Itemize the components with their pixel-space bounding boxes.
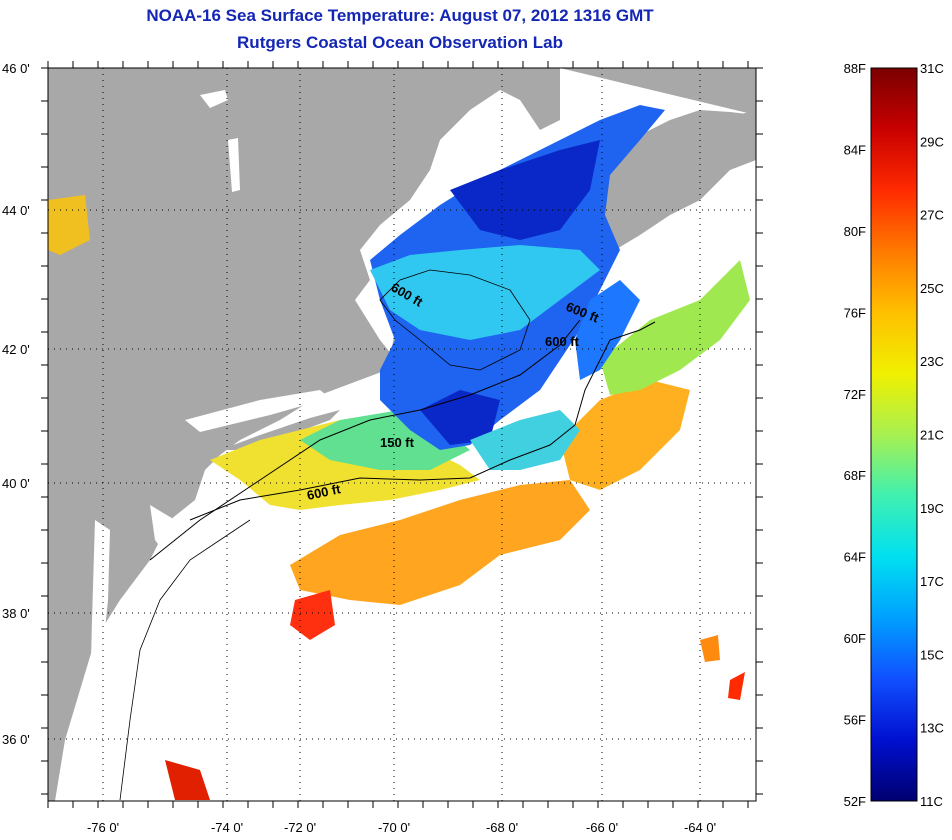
- colorbar: [870, 67, 918, 802]
- lon-tick-label: -68 0': [486, 820, 518, 835]
- colorbar-c-label: 15C: [920, 647, 944, 662]
- bay: [185, 390, 330, 432]
- colorbar-celsius-labels: 31C 29C 27C 25C 23C 21C 19C 17C 15C 13C 11C: [920, 61, 944, 809]
- colorbar-c-label: 31C: [920, 61, 944, 76]
- lat-tick-label: 44 0': [2, 203, 30, 218]
- contour-label: 600 ft: [306, 481, 343, 503]
- chesapeake-bay: [90, 520, 110, 700]
- colorbar-f-label: 84F: [844, 142, 866, 157]
- colorbar-f-label: 52F: [844, 794, 866, 809]
- lake: [228, 138, 240, 192]
- colorbar-c-label: 17C: [920, 574, 944, 589]
- lat-tick-label: 42 0': [2, 342, 30, 357]
- land-long-island: [220, 410, 340, 450]
- land-nova-scotia: [560, 68, 756, 250]
- colorbar-fahrenheit-labels: 88F 84F 80F 76F 72F 68F 64F 60F 56F 52F: [844, 61, 866, 809]
- colorbar-c-label: 29C: [920, 134, 944, 149]
- colorbar-f-label: 60F: [844, 631, 866, 646]
- colorbar-c-label: 21C: [920, 428, 944, 443]
- graticule: [48, 68, 756, 801]
- sst-patch: [48, 195, 90, 255]
- sst-patch: [700, 635, 720, 662]
- map-subtitle: Rutgers Coastal Ocean Observation Lab: [237, 33, 563, 52]
- sst-patch: [728, 672, 745, 700]
- delaware-bay: [150, 505, 175, 560]
- colorbar-c-label: 23C: [920, 354, 944, 369]
- sst-orange-slope: [560, 380, 690, 490]
- colorbar-f-label: 80F: [844, 224, 866, 239]
- lat-tick-label: 36 0': [2, 732, 30, 747]
- colorbar-f-label: 56F: [844, 713, 866, 728]
- sst-cold-core: [450, 140, 600, 240]
- colorbar-f-label: 64F: [844, 550, 866, 565]
- lon-tick-label: -74 0': [211, 820, 243, 835]
- sst-cyan-south: [470, 410, 580, 470]
- lon-tick-label: -72 0': [284, 820, 316, 835]
- lake: [200, 90, 228, 108]
- map-frame: [47, 67, 757, 802]
- sst-green-east: [600, 260, 750, 395]
- contour-inner: [379, 269, 531, 371]
- sst-blue-east: [575, 280, 640, 380]
- map-title: NOAA-16 Sea Surface Temperature: August …: [146, 6, 654, 25]
- axis-ticks: [41, 61, 763, 808]
- colorbar-f-label: 76F: [844, 305, 866, 320]
- colorbar-c-label: 27C: [920, 208, 944, 223]
- sst-cyan-band: [370, 245, 600, 340]
- lon-tick-label: -70 0': [378, 820, 410, 835]
- colorbar-f-label: 88F: [844, 61, 866, 76]
- lat-tick-label: 38 0': [2, 606, 30, 621]
- sst-warm-offshore: [290, 480, 590, 605]
- map-content: [48, 68, 756, 801]
- contour-shelf: [119, 519, 251, 801]
- contour-label: 600 ft: [545, 334, 580, 349]
- sst-patch: [165, 760, 210, 800]
- sst-hot-patch: [290, 590, 335, 640]
- colorbar-c-label: 19C: [920, 501, 944, 516]
- lat-tick-label: 40 0': [2, 476, 30, 491]
- lat-tick-label: 46 0': [2, 61, 30, 76]
- land-cape-breton: [720, 110, 756, 165]
- lon-tick-label: -66 0': [586, 820, 618, 835]
- land-mainland: [48, 68, 560, 801]
- lon-tick-label: -64 0': [684, 820, 716, 835]
- contour-150ft: [149, 319, 581, 561]
- colorbar-f-label: 72F: [844, 387, 866, 402]
- colorbar-c-label: 11C: [920, 794, 943, 809]
- contour-label: 150 ft: [380, 435, 415, 450]
- contour-600ft: [189, 321, 656, 521]
- lon-tick-label: -76 0': [87, 820, 119, 835]
- colorbar-f-label: 68F: [844, 468, 866, 483]
- colorbar-c-label: 13C: [920, 721, 944, 736]
- colorbar-c-label: 25C: [920, 281, 944, 296]
